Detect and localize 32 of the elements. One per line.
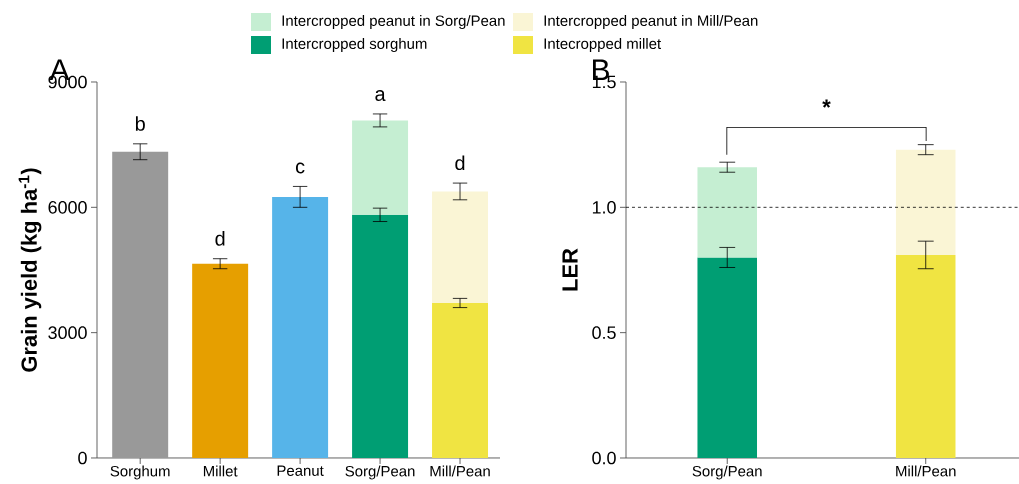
y-tick-label: 6000: [48, 200, 87, 214]
x-tick-label: Sorghum: [110, 465, 170, 480]
y-tick-label: 1.0: [592, 200, 616, 214]
y-tick-label: 0: [78, 451, 87, 465]
annotation: d: [455, 155, 465, 171]
annotation: *: [822, 99, 831, 108]
bar: [432, 302, 489, 458]
annotation: d: [215, 231, 225, 246]
x-tick-label: Millet: [203, 465, 238, 477]
bar: [272, 196, 329, 458]
annotation: a: [375, 90, 386, 101]
annotation: b: [135, 116, 145, 131]
legend-label: Intercropped sorghum: [282, 38, 427, 52]
annotation: c: [295, 162, 305, 174]
y-tick-label: 3000: [48, 326, 87, 339]
x-tick-label: Mill/Pean: [896, 465, 956, 477]
bar: [352, 214, 409, 458]
bar: [432, 191, 489, 303]
y-axis-title: LER: [562, 248, 578, 291]
x-tick-label: Sorg/Pean: [345, 465, 415, 480]
y-tick-label: 0.5: [592, 326, 616, 339]
bar: [112, 151, 169, 458]
legend-label: Intercropped peanut in Sorg/Pean: [282, 15, 505, 29]
x-tick-label: Sorg/Pean: [692, 465, 762, 480]
bar: [352, 120, 409, 215]
x-tick-label: Peanut: [277, 465, 324, 476]
x-tick-label: Mill/Pean: [430, 465, 490, 477]
legend-label: Intercropped peanut in Mill/Pean: [544, 15, 758, 29]
legend-label: Intecropped millet: [544, 38, 662, 52]
bar: [192, 263, 249, 458]
y-axis-title: Grain yield (kg ha$^{-1}$): [18, 168, 42, 372]
y-tick-label: 0.0: [592, 451, 616, 465]
